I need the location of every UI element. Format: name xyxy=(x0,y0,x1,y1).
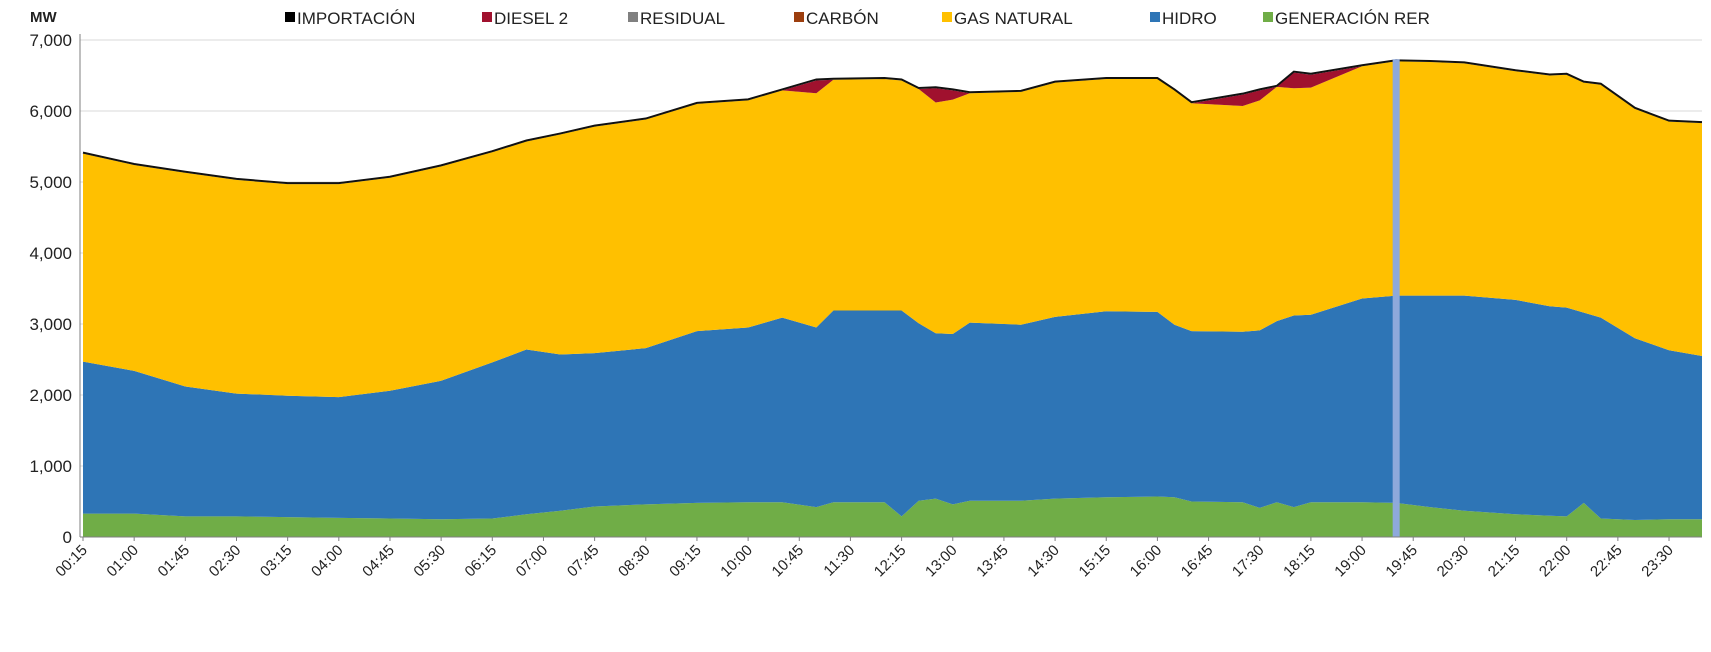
x-tick-label: 08:30 xyxy=(615,542,654,581)
x-tick-label: 19:45 xyxy=(1382,542,1421,581)
x-tick-label: 16:45 xyxy=(1178,542,1217,581)
x-tick-label: 20:30 xyxy=(1434,542,1473,581)
legend-label-diesel-2: DIESEL 2 xyxy=(494,9,568,28)
y-tick-label: 5,000 xyxy=(29,173,72,192)
y-tick-label: 0 xyxy=(63,528,72,547)
legend-swatch-gas-natural xyxy=(942,12,952,22)
x-tick-label: 12:15 xyxy=(871,542,910,581)
x-tick-label: 22:45 xyxy=(1587,542,1626,581)
x-tick-label: 11:30 xyxy=(820,542,858,580)
x-tick-label: 06:15 xyxy=(462,542,501,581)
x-tick-label: 07:45 xyxy=(564,542,603,581)
x-tick-label: 01:00 xyxy=(103,542,142,581)
legend-label-residual: RESIDUAL xyxy=(640,9,725,28)
legend-swatch-diesel-2 xyxy=(482,12,492,22)
area-hidro xyxy=(83,295,1702,520)
current-time-marker xyxy=(1392,59,1400,538)
x-tick-label: 01:45 xyxy=(155,542,194,581)
x-tick-label: 23:30 xyxy=(1638,542,1677,581)
area-generacion-rer xyxy=(83,496,1702,537)
axes xyxy=(79,34,1702,538)
y-tick-label: 1,000 xyxy=(29,457,72,476)
series-areas xyxy=(83,61,1702,537)
x-tick-label: 10:45 xyxy=(769,542,808,581)
y-tick-label: 3,000 xyxy=(29,315,72,334)
y-tick-labels: 0 1,000 2,000 3,000 4,000 5,000 6,000 7,000 xyxy=(29,31,72,547)
y-tick-label: 4,000 xyxy=(29,244,72,263)
x-tick-label: 13:45 xyxy=(973,542,1012,581)
legend: IMPORTACIÓN DIESEL 2 RESIDUAL CARBÓN GAS NAT… xyxy=(285,9,1430,28)
y-tick-label: 7,000 xyxy=(29,31,72,50)
x-tick-label: 04:00 xyxy=(308,542,347,581)
x-tick-label: 05:30 xyxy=(410,542,449,581)
x-tick-label: 02:30 xyxy=(206,542,245,581)
x-tick-label: 17:30 xyxy=(1229,542,1268,581)
x-tick-label: 00:15 xyxy=(52,542,91,581)
y-axis-unit-label: MW xyxy=(30,9,57,26)
legend-swatch-hidro xyxy=(1150,12,1160,22)
x-tick-label: 19:00 xyxy=(1331,542,1370,581)
line-importacion xyxy=(82,59,1703,185)
legend-label-gas-natural: GAS NATURAL xyxy=(954,9,1073,28)
y-tick-label: 6,000 xyxy=(29,102,72,121)
legend-swatch-carbon xyxy=(794,12,804,22)
x-tick-label: 14:30 xyxy=(1024,542,1063,581)
x-tick-label: 15:15 xyxy=(1076,542,1115,581)
x-tick-label: 16:00 xyxy=(1127,542,1166,581)
legend-label-generacion-rer: GENERACIÓN RER xyxy=(1275,9,1430,28)
legend-swatch-importacion xyxy=(285,12,295,22)
x-tick-label: 03:15 xyxy=(257,542,296,581)
legend-swatch-generacion-rer xyxy=(1263,12,1273,22)
x-tick-label: 04:45 xyxy=(359,542,398,581)
x-tick-label: 21:15 xyxy=(1485,542,1524,581)
x-tick-label: 09:15 xyxy=(666,542,705,581)
time-marker xyxy=(1392,59,1400,538)
x-tick-labels: 00:15 01:00 01:45 02:30 03:15 04:00 04:45 05:30… xyxy=(52,537,1677,580)
legend-label-carbon: CARBÓN xyxy=(806,9,879,28)
x-tick-label: 10:00 xyxy=(717,542,756,581)
area-gas-natural xyxy=(83,61,1702,398)
legend-label-importacion: IMPORTACIÓN xyxy=(297,9,415,28)
legend-swatch-residual xyxy=(628,12,638,22)
y-tick-label: 2,000 xyxy=(29,386,72,405)
legend-label-hidro: HIDRO xyxy=(1162,9,1217,28)
x-tick-label: 18:15 xyxy=(1280,542,1319,581)
x-tick-label: 13:00 xyxy=(922,542,961,581)
x-tick-label: 22:00 xyxy=(1536,542,1575,581)
x-tick-label: 07:00 xyxy=(513,542,552,581)
